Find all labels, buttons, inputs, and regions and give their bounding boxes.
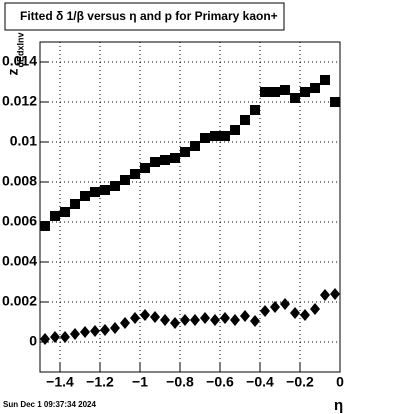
square-marker	[280, 85, 290, 95]
x-tick-label: −1.2	[86, 374, 114, 390]
square-marker	[80, 191, 90, 201]
y-tick-label: 0.002	[2, 293, 37, 309]
x-tick-label: −0.8	[166, 374, 194, 390]
x-axis-label: η	[334, 397, 343, 414]
square-marker	[220, 131, 230, 141]
diamond-marker	[150, 311, 160, 323]
diamond-marker	[200, 312, 210, 324]
y-tick-label: 0.006	[2, 213, 37, 229]
x-tick-label: −1	[132, 374, 148, 390]
square-marker	[330, 97, 340, 107]
square-marker	[40, 221, 50, 231]
x-tick-label: −1.4	[46, 374, 74, 390]
square-marker	[170, 153, 180, 163]
diamond-marker	[260, 305, 270, 317]
square-marker	[130, 169, 140, 179]
chart-title: Fitted δ 1/β versus η and p for Primary …	[20, 9, 278, 23]
square-marker	[120, 175, 130, 185]
x-tick-label: 0	[336, 374, 344, 390]
diamond-marker	[140, 309, 150, 321]
y-axis-label-sub: dEdxInv	[15, 32, 25, 67]
square-marker	[160, 155, 170, 165]
diamond-marker	[80, 326, 90, 338]
y-axis-label: z	[5, 69, 21, 76]
diamond-marker	[310, 303, 320, 315]
y-tick-label: 0	[29, 333, 37, 349]
x-tick-label: −0.2	[286, 374, 314, 390]
y-tick-label: 0.004	[2, 253, 37, 269]
diamond-marker	[60, 331, 70, 343]
diamond-marker	[180, 314, 190, 326]
square-marker	[50, 211, 60, 221]
square-marker	[260, 87, 270, 97]
diamond-marker	[240, 310, 250, 322]
diamond-marker	[110, 322, 120, 334]
x-tick-label: −0.6	[206, 374, 234, 390]
diamond-marker	[190, 314, 200, 326]
plot-frame	[39, 41, 341, 373]
square-marker	[310, 83, 320, 93]
x-tick-label: −0.4	[246, 374, 274, 390]
diamond-marker	[270, 301, 280, 313]
diamond-marker	[220, 312, 230, 324]
diamond-marker	[330, 288, 340, 300]
square-marker	[150, 157, 160, 167]
square-marker	[240, 115, 250, 125]
square-marker	[140, 163, 150, 173]
diamond-marker	[250, 315, 260, 327]
square-marker	[60, 207, 70, 217]
diamond-marker	[280, 298, 290, 310]
square-marker	[200, 133, 210, 143]
square-marker	[300, 87, 310, 97]
diamond-marker	[160, 314, 170, 326]
diamond-marker	[170, 317, 180, 329]
diamond-marker	[70, 328, 80, 340]
diamond-marker	[290, 307, 300, 319]
diamond-marker	[210, 314, 220, 326]
diamond-marker	[50, 331, 60, 343]
y-tick-label: 0.008	[2, 173, 37, 189]
diamond-marker	[120, 317, 130, 329]
square-marker	[250, 105, 260, 115]
square-marker	[70, 199, 80, 209]
square-marker	[290, 93, 300, 103]
diamond-marker	[230, 314, 240, 326]
diamond-marker	[40, 333, 50, 345]
square-marker	[270, 87, 280, 97]
diamond-marker	[320, 289, 330, 301]
footer: Sun Dec 1 09:37:34 2024	[3, 400, 96, 409]
square-marker	[100, 185, 110, 195]
diamond-marker	[300, 309, 310, 321]
square-marker	[210, 131, 220, 141]
square-marker	[190, 141, 200, 151]
square-marker	[90, 187, 100, 197]
diamond-marker	[90, 325, 100, 337]
square-marker	[180, 147, 190, 157]
square-marker	[320, 75, 330, 85]
title-box	[4, 2, 285, 31]
y-tick-label: 0.01	[10, 133, 37, 149]
square-marker	[110, 181, 120, 191]
square-marker	[230, 125, 240, 135]
y-tick-label: 0.014	[2, 53, 37, 69]
diamond-marker	[100, 324, 110, 336]
diamond-marker	[130, 312, 140, 324]
y-tick-label: 0.012	[2, 93, 37, 109]
